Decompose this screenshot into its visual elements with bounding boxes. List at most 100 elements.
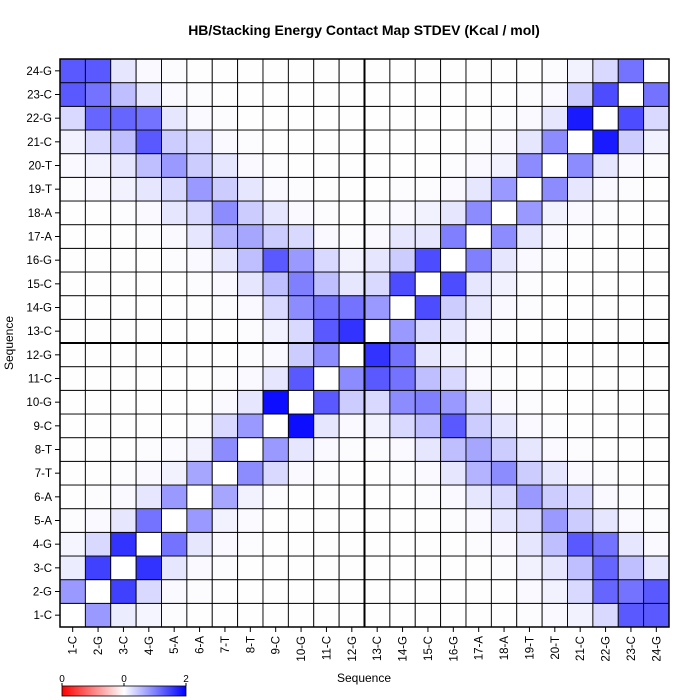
heatmap-cell <box>414 579 442 604</box>
x-tick-label: 19-T <box>524 636 536 660</box>
heatmap-cell <box>110 271 137 297</box>
heatmap-cell <box>161 437 188 462</box>
heatmap-cell <box>567 271 594 297</box>
heatmap-cell <box>567 579 594 604</box>
heatmap-cell <box>338 153 365 178</box>
heatmap-cell <box>414 555 442 581</box>
heatmap-cell <box>211 555 239 581</box>
heatmap-cell <box>414 58 442 84</box>
heatmap-cell <box>440 413 467 439</box>
heatmap-cell <box>135 531 162 557</box>
heatmap-cell <box>490 271 518 297</box>
heatmap-cell <box>617 153 645 178</box>
heatmap-cell <box>389 531 416 557</box>
heatmap-cell <box>440 176 467 202</box>
heatmap-cell <box>338 58 365 84</box>
heatmap-cell <box>211 82 239 107</box>
heatmap-cell <box>617 366 645 391</box>
y-tick-label: 10-G <box>26 397 52 409</box>
heatmap-cell <box>389 58 416 84</box>
heatmap-cell <box>617 602 645 628</box>
heatmap-cell <box>465 484 492 510</box>
heatmap-cell <box>490 58 518 84</box>
heatmap-cell <box>592 129 619 155</box>
heatmap-cell <box>440 105 467 131</box>
heatmap-cell <box>211 129 239 155</box>
heatmap-cell <box>414 295 442 320</box>
heatmap-cell <box>490 366 518 391</box>
heatmap-cell <box>364 295 391 320</box>
heatmap-cell <box>567 82 594 107</box>
heatmap-cell <box>59 460 86 486</box>
heatmap-cell <box>84 105 112 131</box>
heatmap-cell <box>211 437 239 462</box>
heatmap-cell <box>541 579 568 604</box>
heatmap-cell <box>84 200 112 226</box>
heatmap-cell <box>541 129 568 155</box>
heatmap-cell <box>592 58 619 84</box>
heatmap-cell <box>567 318 594 344</box>
heatmap-cell <box>338 247 365 273</box>
heatmap-cell <box>617 200 645 226</box>
heatmap-cell <box>237 153 264 178</box>
heatmap-cell <box>414 105 442 131</box>
heatmap-cell <box>338 460 365 486</box>
heatmap-cell <box>592 555 619 581</box>
heatmap-cell <box>237 437 264 462</box>
heatmap-cell <box>287 531 315 557</box>
heatmap-cell <box>414 82 442 107</box>
heatmap-cell <box>541 295 568 320</box>
heatmap-cell <box>389 271 416 297</box>
heatmap-cell <box>110 295 137 320</box>
heatmap-cell <box>617 105 645 131</box>
heatmap-cell <box>592 342 619 368</box>
heatmap-cell <box>135 342 162 368</box>
heatmap-cell <box>389 295 416 320</box>
heatmap-cell <box>338 602 365 628</box>
heatmap-cell <box>262 200 289 226</box>
heatmap-cell <box>516 153 543 178</box>
heatmap-cell <box>643 602 670 628</box>
heatmap-cell <box>59 129 86 155</box>
major-dividers <box>59 58 670 628</box>
heatmap-cell <box>465 342 492 368</box>
heatmap-cell <box>135 437 162 462</box>
heatmap-cell <box>135 153 162 178</box>
heatmap-cell <box>287 176 315 202</box>
heatmap-cell <box>541 484 568 510</box>
heatmap-cell <box>135 82 162 107</box>
heatmap-cell <box>110 460 137 486</box>
heatmap-cell <box>516 58 543 84</box>
heatmap-cell <box>465 271 492 297</box>
heatmap-cell <box>592 602 619 628</box>
heatmap-cell <box>59 153 86 178</box>
heatmap-cell <box>617 82 645 107</box>
heatmap-cell <box>313 460 340 486</box>
heatmap-cell <box>567 602 594 628</box>
y-axis-ticks: 1-C 2-G 3-C 4-G 5-A 6-A 7-T 8-T 9-C 10-G 11-C 12-G 1… <box>26 66 60 622</box>
heatmap-cell <box>465 437 492 462</box>
heatmap-cell <box>161 105 188 131</box>
heatmap-cell <box>135 318 162 344</box>
heatmap-cell <box>262 224 289 249</box>
heatmap-cell <box>110 318 137 344</box>
heatmap-cell <box>643 129 670 155</box>
heatmap-cell <box>287 318 315 344</box>
heatmap-cell <box>490 508 518 533</box>
heatmap-cell <box>592 105 619 131</box>
heatmap-cell <box>389 366 416 391</box>
heatmap-cell <box>161 413 188 439</box>
heatmap-cell <box>490 437 518 462</box>
x-tick-label: 12-G <box>347 636 359 662</box>
heatmap-cell <box>440 271 467 297</box>
heatmap-cell <box>465 460 492 486</box>
heatmap-cell <box>237 58 264 84</box>
heatmap-cell <box>465 105 492 131</box>
heatmap-cell <box>414 531 442 557</box>
heatmap-cell <box>541 437 568 462</box>
heatmap-cell <box>541 389 568 415</box>
heatmap-cell <box>211 508 239 533</box>
heatmap-cell <box>592 508 619 533</box>
color-scale-gradient <box>61 685 187 697</box>
heatmap-cell <box>364 271 391 297</box>
